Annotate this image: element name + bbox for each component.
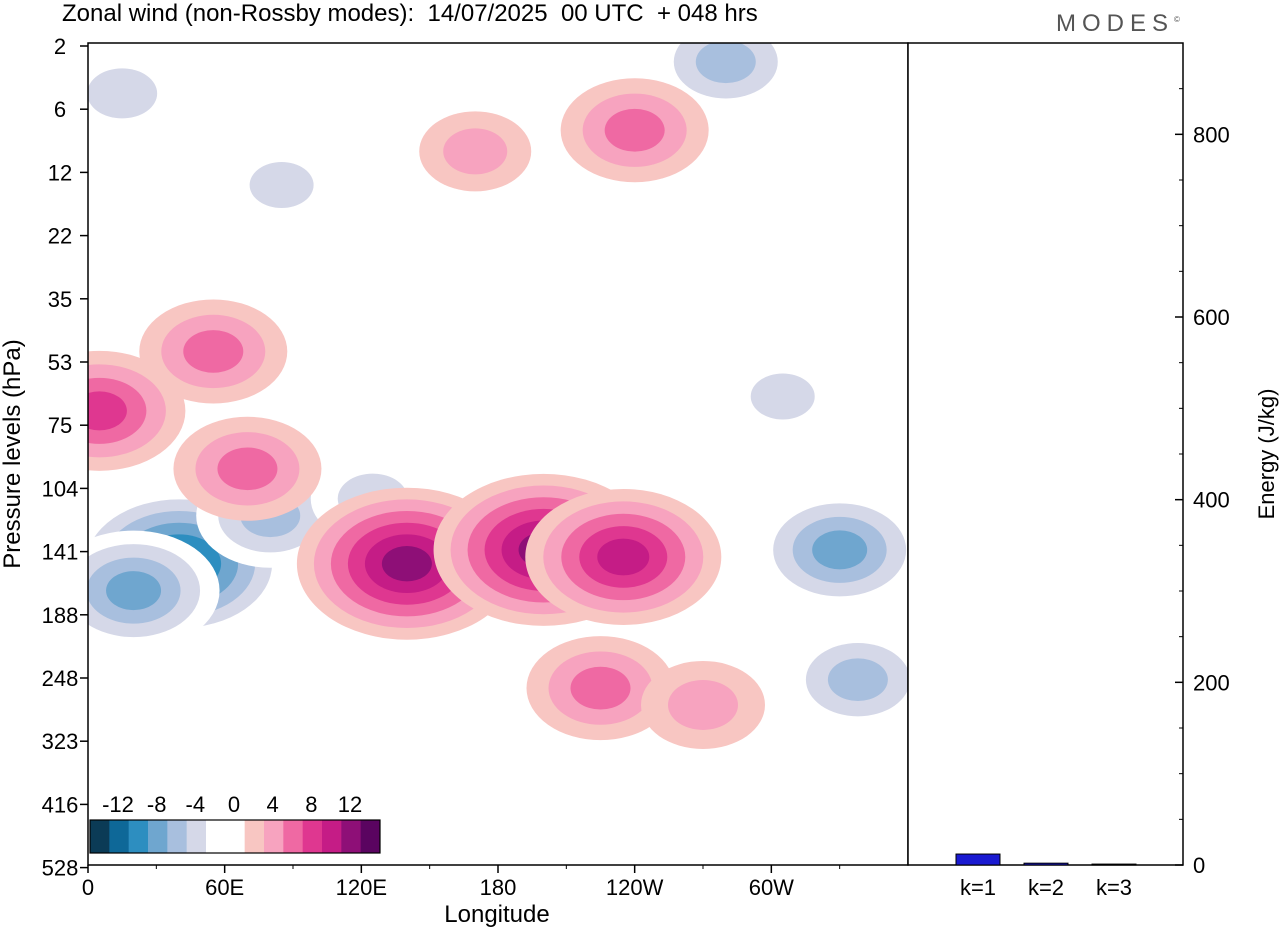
energy-axis-label: Energy (J/kg) (1254, 389, 1279, 520)
energy-frame (907, 42, 1184, 866)
y-tick-label: 22 (48, 224, 72, 249)
x-tick-label: 120E (336, 875, 387, 900)
y-tick-label: 323 (42, 729, 79, 754)
energy-bars: k=1 k=2 k=3 (955, 853, 1137, 900)
colorbar-swatch (128, 820, 149, 853)
pressure-axis: 2 6 12 22 35 53 75 104 141 188 248 323 416 528 (42, 34, 88, 881)
colorbar-label: 8 (305, 792, 317, 817)
y-tick-label: 35 (48, 287, 72, 312)
y-tick-label: 188 (42, 603, 79, 628)
colorbar-swatch (167, 820, 188, 853)
colorbar-swatch (206, 820, 226, 853)
energy-tick-label: 200 (1193, 670, 1230, 695)
wind-contour (750, 373, 815, 420)
y-tick-label: 416 (42, 792, 79, 817)
chart-title: Zonal wind (non-Rossby modes): 14/07/202… (62, 0, 758, 27)
colorbar-swatch (225, 820, 246, 853)
wind-field-blobs (88, 43, 908, 749)
longitude-axis: 0 60E 120E 180 120W 60W (82, 865, 841, 900)
x-tick-label: 0 (82, 875, 94, 900)
colorbar-label: -8 (147, 792, 167, 817)
wind-contour (106, 571, 162, 611)
wind-contour (443, 128, 508, 175)
x-tick-label: 60W (749, 875, 794, 900)
wind-contour (88, 68, 158, 119)
wind-contour (695, 43, 756, 84)
wind-contour (249, 162, 314, 209)
colorbar-swatch (90, 820, 110, 853)
y-tick-label: 53 (48, 350, 72, 375)
wind-contour (597, 538, 650, 576)
brand-mark: © (1174, 15, 1180, 24)
colorbar-label: 12 (338, 792, 362, 817)
colorbar-swatch (360, 820, 381, 853)
energy-panel: 0 200 400 600 800 k=1 k=2 k=3 Energy (J/kg) (907, 42, 1279, 900)
wind-contour (604, 108, 665, 152)
colorbar-swatch (283, 820, 304, 853)
colorbar-frame (89, 819, 381, 854)
x-tick-label: 180 (480, 875, 517, 900)
energy-tick-label: 600 (1193, 305, 1230, 330)
y-tick-label: 141 (42, 540, 79, 565)
y-tick-label: 12 (48, 160, 72, 185)
colorbar-swatch (109, 820, 130, 853)
colorbar-label: -12 (102, 792, 134, 817)
x-tick-label: 120W (606, 875, 664, 900)
brand-text: MODES (1056, 10, 1175, 37)
y-tick-label: 75 (48, 413, 72, 438)
brand-logo: MODES© (1056, 10, 1180, 38)
energy-bar (1091, 863, 1137, 866)
x-axis-label: Longitude (444, 901, 549, 928)
wind-contour (827, 658, 888, 702)
colorbar-swatch (302, 820, 323, 853)
colorbar-swatch (148, 820, 168, 853)
energy-tick-label: 400 (1193, 488, 1230, 513)
energy-category-label: k=1 (960, 875, 996, 900)
y-tick-label: 248 (42, 666, 79, 691)
x-tick-label: 60E (205, 875, 244, 900)
wind-contour (217, 447, 278, 491)
colorbar-swatch (244, 820, 265, 853)
y-tick-label: 6 (54, 97, 66, 122)
colorbar-swatch (322, 820, 342, 853)
wind-contour (183, 330, 244, 373)
wind-contour (88, 391, 127, 431)
energy-axis: 0 200 400 600 800 (1175, 88, 1230, 878)
y-axis-label: Pressure levels (hPa) (0, 339, 26, 568)
energy-tick-label: 800 (1193, 122, 1230, 147)
energy-bar (955, 853, 1001, 866)
y-tick-label: 104 (42, 476, 79, 501)
colorbar: -12 -8 -4 0 4 8 12 (89, 792, 381, 854)
wind-contour (668, 679, 738, 730)
energy-category-label: k=2 (1028, 875, 1064, 900)
colorbar-label: 0 (228, 792, 240, 817)
wind-contour (812, 530, 868, 570)
wind-field (88, 43, 908, 865)
colorbar-label: 4 (267, 792, 279, 817)
y-tick-label: 528 (42, 856, 79, 881)
colorbar-swatch (341, 820, 362, 853)
energy-tick-label: 0 (1193, 853, 1205, 878)
wind-contour (570, 666, 631, 710)
energy-category-label: k=3 (1096, 875, 1132, 900)
colorbar-label: -4 (186, 792, 206, 817)
colorbar-swatch (264, 820, 284, 853)
colorbar-swatch (186, 820, 207, 853)
energy-bar (1023, 862, 1069, 866)
wind-contour (381, 546, 432, 582)
y-tick-label: 2 (54, 34, 66, 59)
